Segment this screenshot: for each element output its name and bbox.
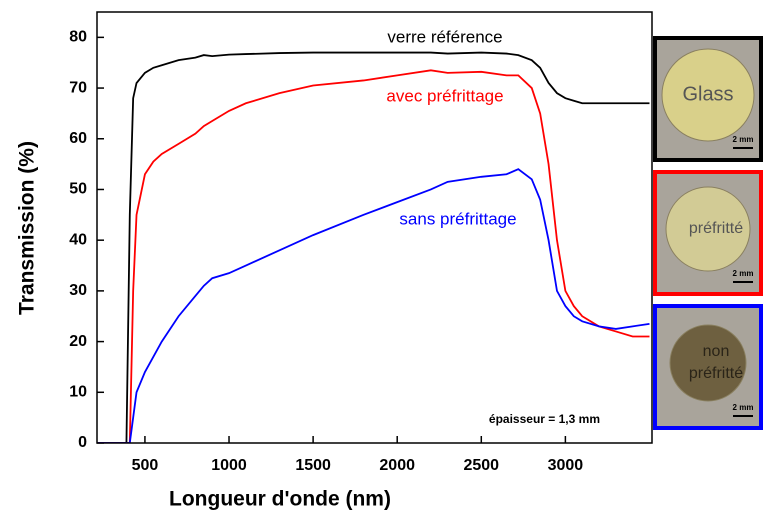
photo-label: préfritté (689, 220, 743, 237)
y-tick-label: 40 (69, 231, 87, 248)
series-line (97, 69, 650, 443)
sample-disc (669, 324, 747, 402)
x-tick-label: 2000 (379, 457, 415, 474)
sample-disc (665, 186, 751, 272)
photo-label: préfritté (689, 365, 743, 382)
series-label: sans préfrittage (399, 209, 516, 228)
y-tick-label: 60 (69, 130, 87, 147)
sample-disc (661, 48, 755, 142)
scale-label: 2 mm (733, 269, 754, 278)
x-axis-title: Longueur d'onde (nm) (169, 488, 391, 511)
x-tick-label: 500 (132, 457, 159, 474)
series-line (97, 168, 650, 443)
y-tick-label: 30 (69, 282, 87, 299)
y-tick-label: 0 (78, 434, 87, 451)
y-tick-label: 80 (69, 29, 87, 46)
series-label: avec préfrittage (386, 86, 503, 105)
x-tick-label: 1500 (295, 457, 331, 474)
series-line (97, 51, 650, 443)
series-label: verre référence (387, 27, 502, 46)
y-axis-title: Transmission (%) (16, 141, 39, 315)
x-tick-label: 2500 (463, 457, 499, 474)
annotation: épaisseur = 1,3 mm (489, 412, 600, 426)
plot-frame (96, 11, 653, 444)
photo-label: non (703, 343, 730, 360)
y-tick-label: 10 (69, 384, 87, 401)
x-tick-label: 3000 (548, 457, 584, 474)
scale-label: 2 mm (733, 135, 754, 144)
x-tick-label: 1000 (211, 457, 247, 474)
y-tick-label: 20 (69, 333, 87, 350)
y-tick-label: 50 (69, 181, 87, 198)
photo-label: Glass (682, 83, 733, 105)
scale-label: 2 mm (733, 403, 754, 412)
y-tick-label: 70 (69, 79, 87, 96)
